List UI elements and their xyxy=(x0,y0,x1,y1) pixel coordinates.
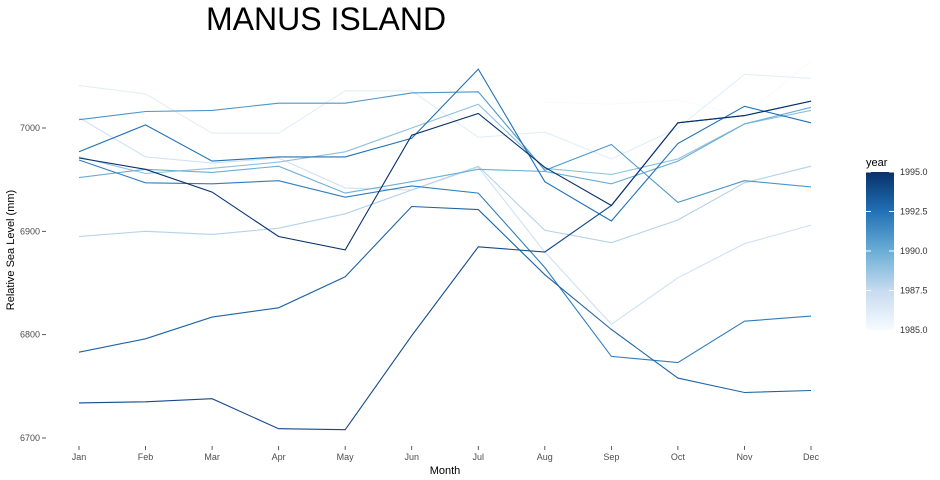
series-line-1990 xyxy=(78,106,812,194)
series-line-1988 xyxy=(78,165,812,244)
color-legend: year 1985.0 1987.5 1990.0 1992.5 1995.0 xyxy=(866,157,928,335)
x-tick-label: Aug xyxy=(537,452,553,462)
legend-tick-label: 1992.5 xyxy=(900,207,928,217)
x-tick-label: Jul xyxy=(473,452,485,462)
y-tick-label: 6800 xyxy=(20,330,40,340)
chart-title: MANUS ISLAND xyxy=(206,1,446,37)
x-tick-label: Oct xyxy=(671,452,686,462)
x-tick-label: Dec xyxy=(803,452,820,462)
series-line-1995 xyxy=(78,100,812,251)
y-tick-label: 6900 xyxy=(20,226,40,236)
series-line-1991 xyxy=(78,91,812,204)
series-line-1985 xyxy=(544,60,812,117)
x-tick-label: May xyxy=(337,452,355,462)
x-axis-title: Month xyxy=(430,465,461,477)
series-lines xyxy=(78,60,812,431)
x-tick-label: Feb xyxy=(138,452,154,462)
x-tick-label: Mar xyxy=(204,452,220,462)
series-line-1993 xyxy=(78,205,812,394)
legend-tick-label: 1985.0 xyxy=(900,325,928,335)
legend-tick-label: 1995.0 xyxy=(900,167,928,177)
x-axis: Jan Feb Mar Apr May Jun Jul Aug Sep Oct Nov Dec xyxy=(72,446,820,462)
legend-ticks: 1985.0 1987.5 1990.0 1992.5 1995.0 xyxy=(866,167,928,335)
y-axis: 6700 6800 6900 7000 xyxy=(20,123,46,443)
series-line-1992-5 xyxy=(78,68,812,222)
x-tick-label: Sep xyxy=(603,452,619,462)
x-tick-label: Nov xyxy=(736,452,753,462)
y-tick-label: 6700 xyxy=(20,433,40,443)
x-tick-label: Apr xyxy=(272,452,286,462)
legend-tick-label: 1987.5 xyxy=(900,286,928,296)
legend-tick-label: 1990.0 xyxy=(900,246,928,256)
x-tick-label: Jan xyxy=(72,452,87,462)
series-line-1992 xyxy=(78,159,812,364)
x-tick-label: Jun xyxy=(404,452,419,462)
y-tick-label: 7000 xyxy=(20,123,40,133)
y-axis-title: Relative Sea Level (mm) xyxy=(5,190,17,310)
legend-title: year xyxy=(866,157,888,169)
series-line-1986 xyxy=(78,73,812,160)
series-line-1989 xyxy=(78,103,812,176)
